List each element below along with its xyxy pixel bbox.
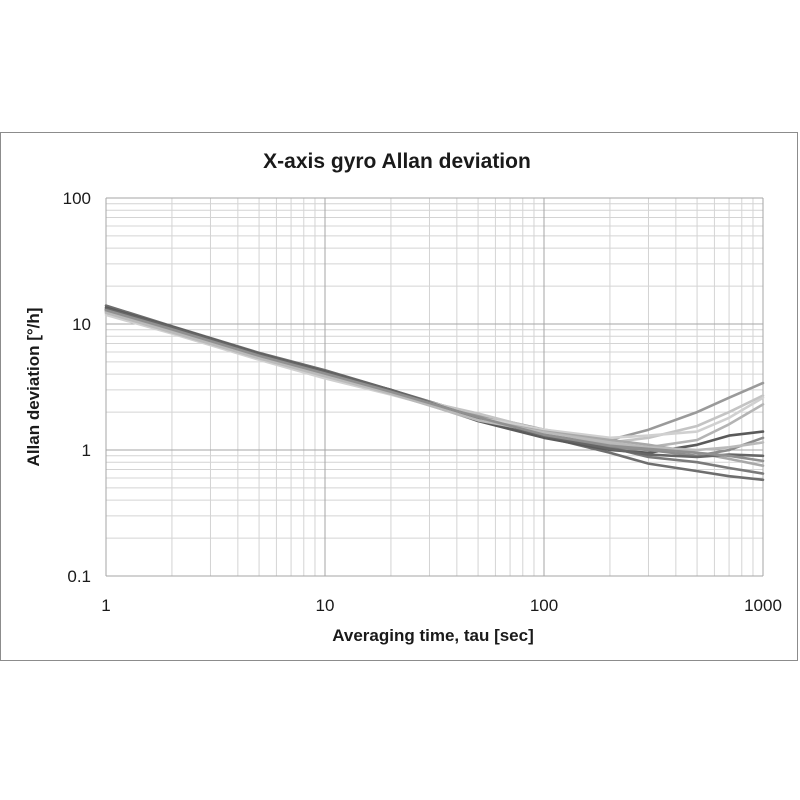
x-tick-labels: 1 10 100 1000	[101, 596, 782, 615]
series-group	[104, 304, 765, 482]
series-line-2	[104, 308, 765, 442]
x-tick-label: 10	[316, 596, 335, 615]
series-line-1	[104, 304, 765, 482]
y-tick-labels: 0.1 1 10 100	[63, 189, 91, 586]
y-axis-label: Allan deviation [°/h]	[24, 308, 43, 467]
x-axis-label: Averaging time, tau [sec]	[332, 626, 534, 645]
x-tick-label: 100	[530, 596, 558, 615]
x-tick-label: 1000	[744, 596, 782, 615]
series-line-12	[104, 308, 765, 463]
series-line-11	[104, 311, 765, 452]
series-line-9	[104, 310, 765, 468]
x-tick-label: 1	[101, 596, 110, 615]
series-line-8	[104, 313, 765, 440]
y-tick-label: 100	[63, 189, 91, 208]
series-line-4	[104, 310, 765, 449]
y-tick-label: 1	[82, 441, 91, 460]
chart-title: X-axis gyro Allan deviation	[263, 150, 531, 173]
y-tick-label: 10	[72, 315, 91, 334]
y-tick-label: 0.1	[67, 567, 91, 586]
grid	[105, 197, 764, 577]
